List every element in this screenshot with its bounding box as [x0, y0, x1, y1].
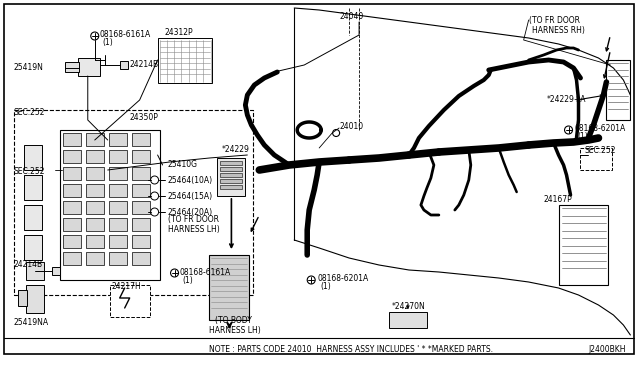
Text: 25419N: 25419N: [14, 63, 44, 72]
Text: (1): (1): [182, 276, 193, 285]
Text: 08168-6201A: 08168-6201A: [575, 124, 626, 133]
Text: 24214B: 24214B: [14, 260, 43, 269]
Bar: [109, 252, 127, 265]
Bar: [220, 161, 243, 165]
Text: HARNESS RH): HARNESS RH): [532, 26, 584, 35]
Bar: [220, 173, 243, 177]
Text: 08168-6161A: 08168-6161A: [100, 30, 151, 39]
Text: (TO BODY: (TO BODY: [216, 316, 252, 325]
Circle shape: [406, 152, 412, 158]
Text: *24270N: *24270N: [392, 302, 426, 311]
Bar: [86, 235, 104, 248]
Bar: [132, 218, 150, 231]
Bar: [18, 290, 27, 306]
Bar: [52, 267, 60, 275]
Bar: [26, 285, 44, 313]
Text: SEC.252: SEC.252: [14, 108, 45, 117]
Text: 25410G: 25410G: [168, 160, 198, 169]
Bar: [60, 130, 159, 280]
Bar: [63, 252, 81, 265]
Text: 24167P: 24167P: [543, 195, 572, 204]
Circle shape: [346, 157, 352, 163]
Bar: [132, 252, 150, 265]
Bar: [132, 184, 150, 197]
Bar: [86, 133, 104, 146]
Bar: [26, 262, 44, 280]
Bar: [580, 148, 612, 170]
Bar: [65, 62, 79, 72]
Bar: [109, 201, 127, 214]
Circle shape: [436, 149, 442, 155]
Bar: [78, 58, 100, 76]
Text: 24010: 24010: [339, 122, 364, 131]
Text: 24350P: 24350P: [130, 113, 159, 122]
Text: 24312P: 24312P: [164, 28, 193, 37]
Bar: [86, 150, 104, 163]
Bar: [63, 133, 81, 146]
Bar: [120, 61, 127, 69]
Text: (1): (1): [320, 282, 331, 291]
Bar: [220, 185, 243, 189]
Text: 08168-6161A: 08168-6161A: [180, 268, 231, 277]
Text: 25464(20A): 25464(20A): [168, 208, 212, 217]
Bar: [63, 184, 81, 197]
Bar: [559, 205, 609, 285]
Text: (TO FR DOOR: (TO FR DOOR: [529, 16, 580, 25]
Text: 08168-6201A: 08168-6201A: [317, 274, 369, 283]
Bar: [132, 201, 150, 214]
Bar: [24, 205, 42, 230]
Bar: [86, 252, 104, 265]
Bar: [109, 285, 150, 317]
Bar: [132, 133, 150, 146]
Bar: [132, 150, 150, 163]
Text: NOTE : PARTS CODE 24010  HARNESS ASSY INCLUDES ' * *MARKED PARTS.: NOTE : PARTS CODE 24010 HARNESS ASSY INC…: [209, 345, 493, 354]
Bar: [24, 145, 42, 170]
Text: (1): (1): [577, 132, 588, 141]
Bar: [209, 255, 250, 320]
Bar: [63, 235, 81, 248]
Text: *24229+A: *24229+A: [547, 95, 586, 104]
Text: HARNESS LH): HARNESS LH): [168, 225, 220, 234]
Bar: [109, 133, 127, 146]
Bar: [109, 184, 127, 197]
Text: (TO FR DOOR: (TO FR DOOR: [168, 215, 219, 224]
Bar: [132, 167, 150, 180]
Bar: [24, 235, 42, 260]
Circle shape: [525, 142, 532, 148]
Bar: [63, 218, 81, 231]
Text: *24229: *24229: [221, 145, 250, 154]
Bar: [86, 201, 104, 214]
Text: 25464(10A): 25464(10A): [168, 176, 212, 185]
Text: 24040: 24040: [339, 12, 364, 21]
Bar: [607, 60, 630, 120]
Text: 24217H: 24217H: [112, 282, 141, 291]
Bar: [132, 235, 150, 248]
Text: (1): (1): [103, 38, 113, 47]
Bar: [63, 167, 81, 180]
Bar: [157, 38, 212, 83]
Text: 25464(15A): 25464(15A): [168, 192, 212, 201]
Text: J2400BKH: J2400BKH: [588, 345, 626, 354]
Bar: [109, 150, 127, 163]
Text: SEC.252: SEC.252: [584, 146, 616, 155]
Bar: [14, 110, 253, 295]
Bar: [220, 179, 243, 183]
Bar: [86, 167, 104, 180]
Bar: [109, 167, 127, 180]
Bar: [63, 201, 81, 214]
Bar: [389, 312, 427, 328]
Bar: [109, 235, 127, 248]
Text: HARNESS LH): HARNESS LH): [209, 326, 261, 335]
Text: 24214B: 24214B: [130, 60, 159, 69]
Bar: [86, 184, 104, 197]
Bar: [63, 150, 81, 163]
Bar: [220, 167, 243, 171]
Text: 25419NA: 25419NA: [14, 318, 49, 327]
Bar: [24, 175, 42, 200]
Bar: [109, 218, 127, 231]
Bar: [86, 218, 104, 231]
Bar: [218, 158, 245, 196]
Text: SEC.252: SEC.252: [14, 167, 45, 176]
